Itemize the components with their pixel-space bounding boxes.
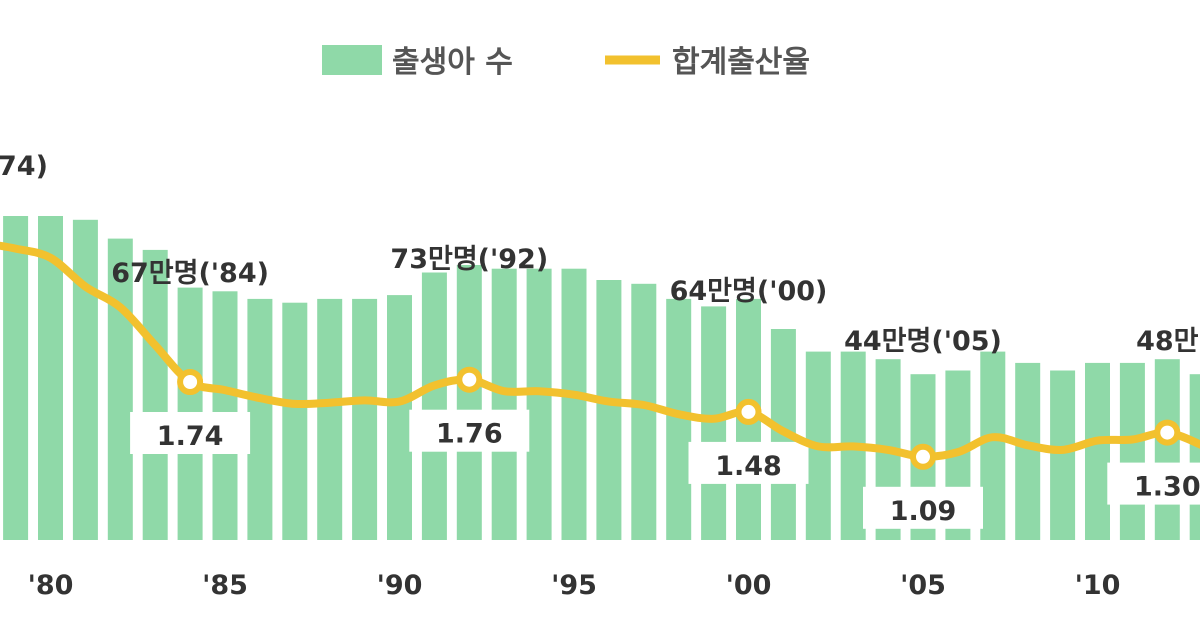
bar-births-2007	[980, 351, 1006, 540]
bar-births-1988	[317, 298, 343, 540]
bar-births-1989	[352, 298, 378, 540]
x-tick-2000: '00	[726, 570, 772, 601]
births-annotation-1984: 67만명('84)	[111, 258, 269, 289]
x-tick-2005: '05	[900, 570, 946, 601]
bar-births-1995	[561, 268, 587, 540]
tfr-label-bg-1984	[130, 412, 251, 454]
bar-births-1986	[247, 298, 273, 540]
x-tick-1995: '95	[551, 570, 597, 601]
tfr-markers	[177, 366, 1181, 470]
tfr-label-bg-1992	[409, 409, 530, 452]
births-annotation-2005: 44만명('05)	[844, 326, 1002, 357]
birth-annotations: 74) 67만명('84) 73만명('92) 64만명('00) 44만명('05) 4…	[0, 151, 1199, 357]
tfr-label-2005: 1.09	[890, 496, 957, 527]
legend-swatch-births	[322, 45, 382, 75]
line-series-tfr	[0, 241, 1200, 461]
bar-births-1991	[421, 272, 447, 540]
bar-births-1994	[526, 268, 552, 540]
tfr-label-2000: 1.48	[715, 451, 782, 482]
bar-births-1992	[456, 265, 482, 540]
x-tick-1980: '80	[28, 570, 74, 601]
births-annotation-2012: 48만	[1136, 326, 1199, 357]
tfr-label-bg-2000	[688, 441, 809, 484]
chart-legend: 출생아 수 합계출산율	[322, 45, 810, 80]
legend-label-births: 출생아 수	[392, 45, 513, 80]
x-axis: '80 '85 '90 '95 '00 '05 '10	[28, 570, 1121, 601]
tfr-label-1992: 1.76	[436, 419, 503, 450]
tfr-label-1984: 1.74	[157, 421, 224, 452]
tfr-label-bg-2005	[863, 486, 983, 529]
bar-births-1979	[3, 216, 29, 540]
bar-births-1982	[107, 238, 133, 540]
bar-births-1981	[72, 219, 98, 541]
bar-births-1980	[38, 216, 63, 540]
bar-births-2012	[1154, 359, 1180, 540]
bar-births-2010	[1085, 362, 1110, 540]
x-tick-1985: '85	[202, 570, 248, 601]
bar-births-1983	[142, 249, 168, 540]
legend-label-tfr: 합계출산율	[672, 45, 810, 80]
tfr-marker-2005	[910, 443, 936, 470]
tfr-marker-2012	[1154, 419, 1181, 446]
births-annotation-2000: 64만명('00)	[670, 276, 828, 307]
bar-births-1997	[631, 283, 657, 540]
bar-births-2013	[1189, 374, 1200, 540]
bar-births-1990	[387, 295, 412, 540]
x-tick-1990: '90	[377, 570, 423, 601]
bar-births-2008	[1015, 362, 1041, 540]
tfr-marker-1992	[456, 366, 483, 393]
tfr-label-backgrounds	[130, 409, 1200, 529]
bar-births-2009	[1050, 370, 1076, 540]
tfr-marker-2000	[735, 398, 762, 425]
x-tick-2010: '10	[1075, 570, 1121, 601]
bar-births-1993	[491, 268, 517, 540]
births-annotation-1974: 74)	[0, 151, 48, 182]
bar-births-1987	[282, 302, 308, 540]
tfr-line	[0, 241, 1200, 461]
bar-births-1996	[596, 280, 622, 540]
tfr-marker-1984	[177, 369, 204, 395]
tfr-labels: 1.74 1.76 1.48 1.09 1.30	[157, 419, 1200, 527]
bar-births-1999	[701, 306, 727, 540]
bar-births-2011	[1119, 362, 1145, 540]
tfr-label-2012: 1.30	[1134, 472, 1200, 503]
tfr-label-bg-2012	[1107, 462, 1200, 505]
births-annotation-1992: 73만명('92)	[390, 244, 548, 275]
